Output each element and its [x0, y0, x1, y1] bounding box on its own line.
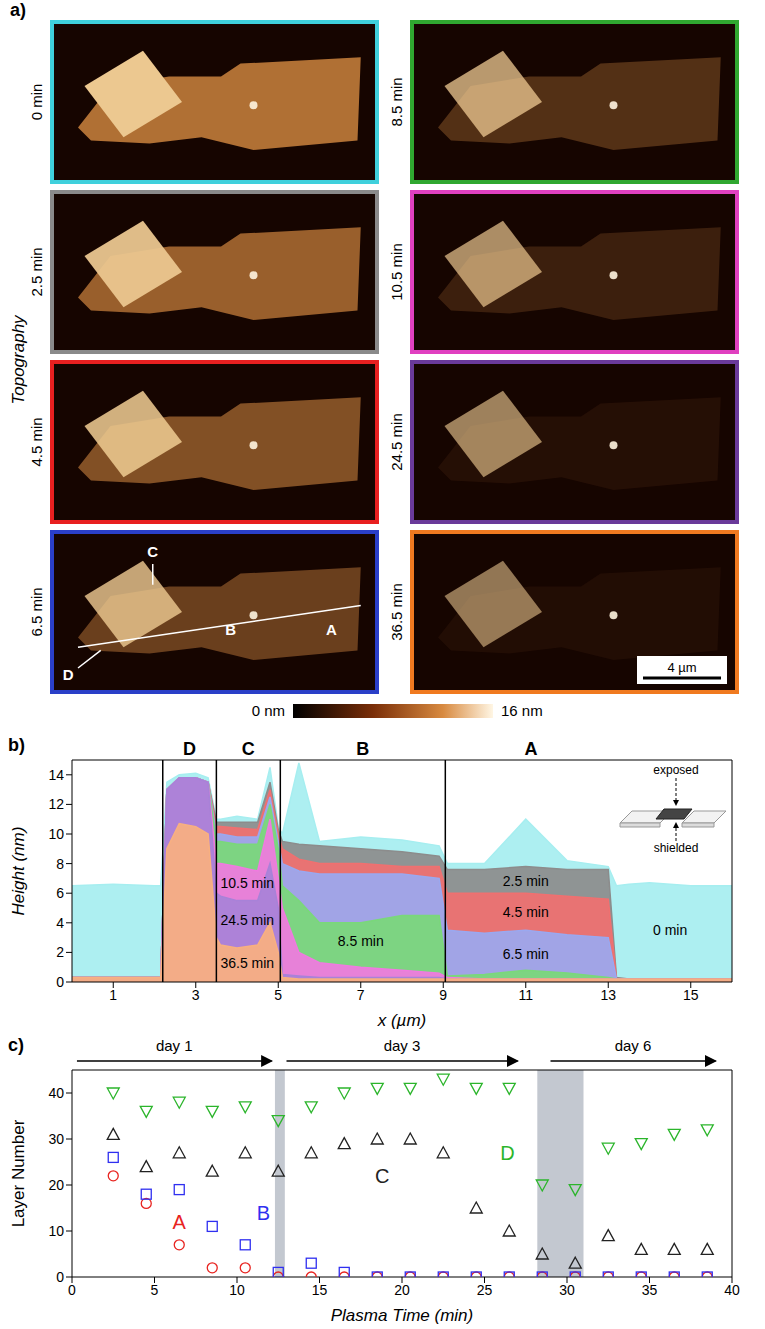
svg-text:2: 2: [56, 944, 64, 960]
svg-text:Height (nm): Height (nm): [9, 827, 28, 916]
svg-text:2.5 min: 2.5 min: [28, 247, 45, 296]
svg-text:0: 0: [68, 1282, 76, 1298]
svg-text:A: A: [524, 739, 537, 759]
svg-text:10.5 min: 10.5 min: [220, 875, 274, 891]
svg-text:40: 40: [48, 1085, 64, 1101]
svg-text:8: 8: [56, 856, 64, 872]
svg-text:exposed: exposed: [653, 763, 698, 777]
html-text:c): c): [8, 1035, 24, 1055]
svg-text:0: 0: [56, 1269, 64, 1285]
svg-text:4: 4: [56, 915, 64, 931]
svg-text:14: 14: [48, 767, 64, 783]
svg-text:C: C: [242, 739, 255, 759]
svg-text:Topography: Topography: [9, 314, 28, 405]
svg-text:B: B: [257, 1202, 270, 1224]
svg-text:9: 9: [439, 987, 447, 1003]
svg-text:day 1: day 1: [156, 1037, 193, 1054]
svg-text:7: 7: [357, 987, 365, 1003]
svg-text:30: 30: [48, 1131, 64, 1147]
svg-text:Layer Number: Layer Number: [9, 1119, 28, 1227]
svg-text:12: 12: [48, 796, 64, 812]
svg-text:13: 13: [600, 987, 616, 1003]
svg-text:D: D: [63, 666, 74, 683]
svg-text:5: 5: [151, 1282, 159, 1298]
svg-text:25: 25: [477, 1282, 493, 1298]
svg-text:5: 5: [274, 987, 282, 1003]
svg-text:20: 20: [48, 1177, 64, 1193]
svg-text:B: B: [356, 739, 369, 759]
svg-text:B: B: [225, 621, 236, 638]
svg-text:30: 30: [559, 1282, 575, 1298]
svg-text:A: A: [326, 621, 337, 638]
svg-text:4.5 min: 4.5 min: [28, 417, 45, 466]
svg-text:11: 11: [518, 987, 533, 1003]
svg-text:10.5 min: 10.5 min: [388, 243, 405, 301]
svg-text:24.5 min: 24.5 min: [388, 413, 405, 471]
svg-text:0 min: 0 min: [28, 84, 45, 121]
svg-text:10: 10: [229, 1282, 245, 1298]
svg-text:C: C: [375, 1165, 389, 1187]
svg-text:0: 0: [56, 974, 64, 990]
svg-text:15: 15: [683, 987, 699, 1003]
svg-text:35: 35: [642, 1282, 658, 1298]
svg-text:D: D: [183, 739, 196, 759]
svg-text:40: 40: [724, 1282, 740, 1298]
svg-text:4.5 min: 4.5 min: [503, 904, 549, 920]
svg-text:16 nm: 16 nm: [501, 702, 543, 719]
svg-text:shielded: shielded: [654, 841, 699, 855]
svg-text:a): a): [10, 0, 26, 20]
svg-text:D: D: [500, 1142, 514, 1164]
svg-text:20: 20: [394, 1282, 410, 1298]
svg-text:1: 1: [109, 987, 117, 1003]
svg-text:15: 15: [312, 1282, 328, 1298]
svg-text:6.5 min: 6.5 min: [503, 946, 549, 962]
svg-text:0 nm: 0 nm: [252, 702, 285, 719]
svg-text:36.5 min: 36.5 min: [220, 955, 274, 971]
svg-text:2.5 min: 2.5 min: [503, 873, 549, 889]
svg-text:0 min: 0 min: [653, 922, 687, 938]
svg-text:C: C: [147, 543, 158, 560]
svg-text:3: 3: [192, 987, 200, 1003]
svg-text:8.5 min: 8.5 min: [388, 77, 405, 126]
svg-text:10: 10: [48, 826, 64, 842]
svg-text:x (µm): x (µm): [377, 1011, 427, 1030]
svg-text:6: 6: [56, 885, 64, 901]
svg-text:6.5 min: 6.5 min: [28, 587, 45, 636]
svg-text:8.5 min: 8.5 min: [338, 933, 384, 949]
svg-text:24.5 min: 24.5 min: [220, 912, 274, 928]
svg-text:Plasma Time (min): Plasma Time (min): [331, 1306, 473, 1325]
svg-text:4 µm: 4 µm: [667, 660, 696, 675]
svg-text:day 6: day 6: [615, 1037, 652, 1054]
svg-text:day 3: day 3: [384, 1037, 421, 1054]
html-text:b): b): [8, 735, 25, 755]
svg-text:36.5 min: 36.5 min: [388, 583, 405, 641]
svg-text:A: A: [173, 1211, 187, 1233]
svg-text:10: 10: [48, 1223, 64, 1239]
